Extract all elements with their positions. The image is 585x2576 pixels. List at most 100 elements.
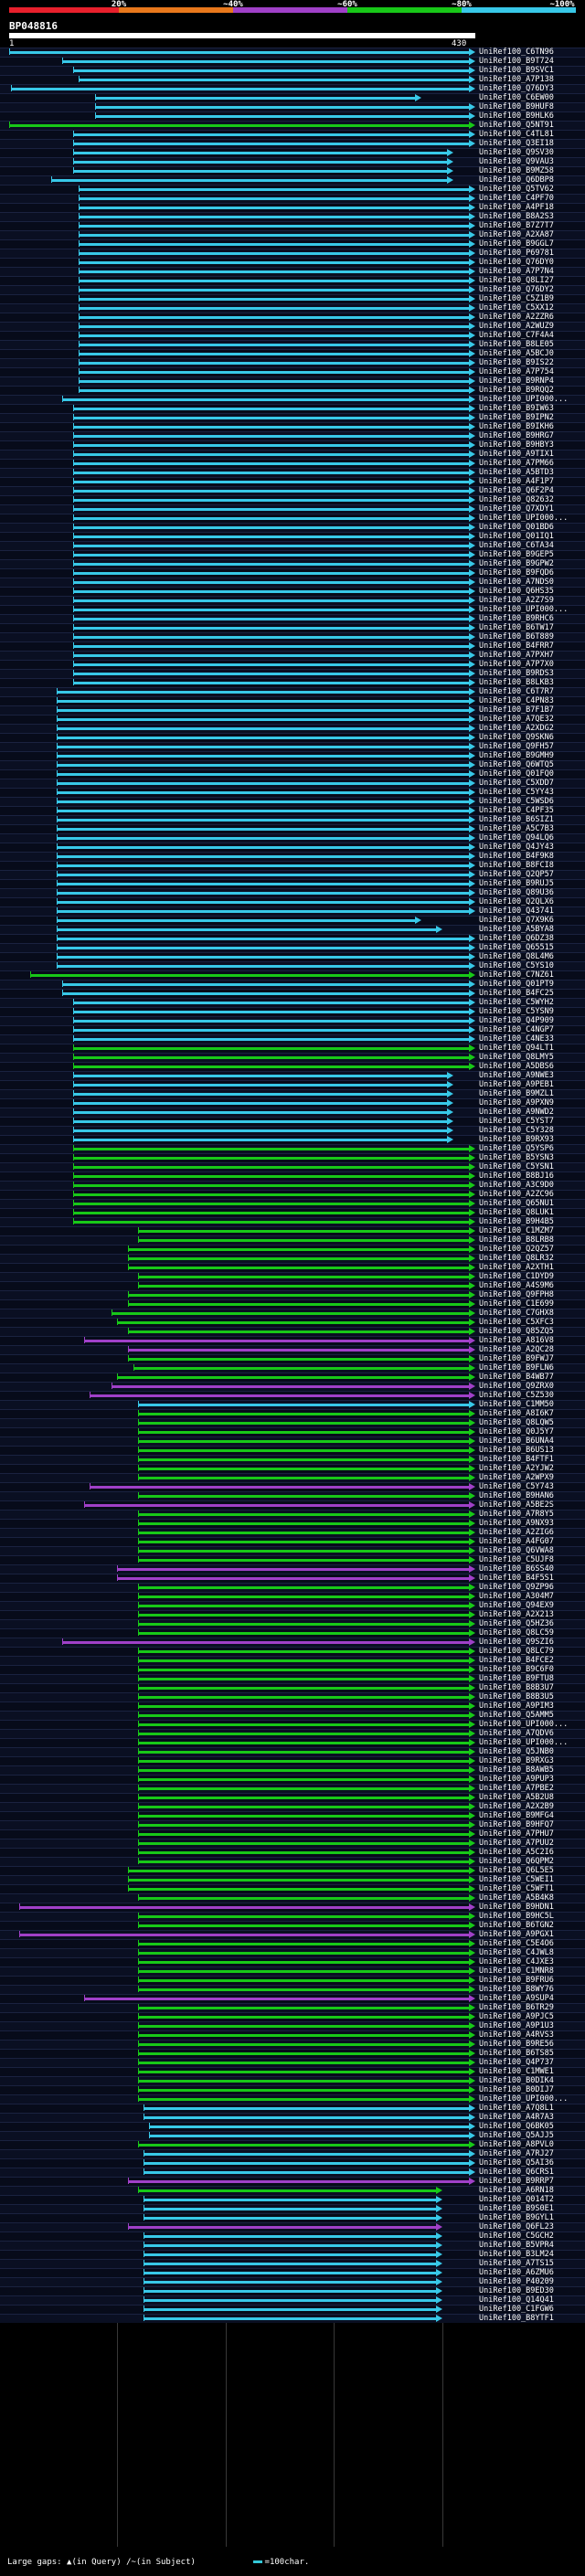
hit-label[interactable]: UniRef100_C1E699 xyxy=(479,1299,554,1309)
hit-label[interactable]: UniRef100_B9HRG7 xyxy=(479,431,554,440)
hit-bar[interactable] xyxy=(57,855,470,858)
hit-bar[interactable] xyxy=(138,2016,470,2019)
hit-label[interactable]: UniRef100_C5Y328 xyxy=(479,1126,554,1135)
hit-bar[interactable] xyxy=(57,819,470,822)
hit-label[interactable]: UniRef100_Q9FPH8 xyxy=(479,1290,554,1299)
hit-bar[interactable] xyxy=(73,453,470,456)
hit-label[interactable]: UniRef100_B6T889 xyxy=(479,632,554,641)
hit-label[interactable]: UniRef100_A2WPX9 xyxy=(479,1473,554,1482)
hit-bar[interactable] xyxy=(128,1879,470,1882)
hit-label[interactable]: UniRef100_A2X213 xyxy=(479,1610,554,1619)
hit-label[interactable]: UniRef100_C1MNR8 xyxy=(479,1966,554,1976)
hit-label[interactable]: UniRef100_C1MM50 xyxy=(479,1400,554,1409)
hit-bar[interactable] xyxy=(138,1733,470,1735)
hit-bar[interactable] xyxy=(138,1751,470,1754)
hit-label[interactable]: UniRef100_A7P7N4 xyxy=(479,267,554,276)
hit-bar[interactable] xyxy=(138,1495,470,1498)
hit-bar[interactable] xyxy=(73,1148,470,1150)
hit-bar[interactable] xyxy=(138,1586,470,1589)
hit-bar[interactable] xyxy=(128,1257,470,1260)
hit-label[interactable]: UniRef100_A9TIX1 xyxy=(479,450,554,459)
hit-label[interactable]: UniRef100_A9P1U3 xyxy=(479,2021,554,2030)
hit-label[interactable]: UniRef100_Q01BD6 xyxy=(479,523,554,532)
hit-label[interactable]: UniRef100_B4FC25 xyxy=(479,989,554,998)
hit-label[interactable]: UniRef100_B9FRU6 xyxy=(479,1976,554,1985)
hit-bar[interactable] xyxy=(79,289,470,292)
hit-label[interactable]: UniRef100_Q7X9K6 xyxy=(479,916,554,925)
hit-label[interactable]: UniRef100_A2YJW2 xyxy=(479,1464,554,1473)
hit-label[interactable]: UniRef100_A9PGX1 xyxy=(479,1930,554,1939)
hit-label[interactable]: UniRef100_Q4P909 xyxy=(479,1016,554,1025)
hit-bar[interactable] xyxy=(128,1267,470,1269)
hit-label[interactable]: UniRef100_A9PJC5 xyxy=(479,2012,554,2021)
hit-bar[interactable] xyxy=(57,928,437,931)
hit-bar[interactable] xyxy=(138,1961,470,1964)
hit-bar[interactable] xyxy=(138,1230,470,1233)
hit-bar[interactable] xyxy=(144,2107,470,2110)
hit-label[interactable]: UniRef100_P69781 xyxy=(479,249,554,258)
hit-label[interactable]: UniRef100_A6ZMU6 xyxy=(479,2268,554,2277)
hit-bar[interactable] xyxy=(73,1139,448,1141)
hit-label[interactable]: UniRef100_Q43741 xyxy=(479,906,554,916)
hit-label[interactable]: UniRef100_Q76DY2 xyxy=(479,285,554,294)
hit-bar[interactable] xyxy=(138,1860,470,1863)
hit-bar[interactable] xyxy=(73,1002,470,1004)
hit-bar[interactable] xyxy=(73,481,470,483)
hit-label[interactable]: UniRef100_Q5HZ36 xyxy=(479,1619,554,1628)
hit-bar[interactable] xyxy=(79,353,470,355)
hit-label[interactable]: UniRef100_A816V8 xyxy=(479,1336,554,1345)
hit-label[interactable]: UniRef100_C5YST7 xyxy=(479,1117,554,1126)
hit-bar[interactable] xyxy=(79,270,470,273)
hit-bar[interactable] xyxy=(73,499,470,502)
hit-bar[interactable] xyxy=(138,1285,470,1288)
hit-bar[interactable] xyxy=(144,2199,437,2201)
hit-label[interactable]: UniRef100_C6EW00 xyxy=(479,93,554,102)
hit-bar[interactable] xyxy=(73,435,470,438)
hit-label[interactable]: UniRef100_Q9VAU3 xyxy=(479,157,554,166)
hit-label[interactable]: UniRef100_A4F1P7 xyxy=(479,477,554,486)
hit-bar[interactable] xyxy=(73,599,470,602)
hit-label[interactable]: UniRef100_A9NWD2 xyxy=(479,1108,554,1117)
hit-bar[interactable] xyxy=(138,1696,470,1699)
hit-bar[interactable] xyxy=(138,1851,470,1854)
hit-label[interactable]: UniRef100_Q6CRS1 xyxy=(479,2168,554,2177)
hit-label[interactable]: UniRef100_Q85ZQ5 xyxy=(479,1327,554,1336)
hit-label[interactable]: UniRef100_C4PF70 xyxy=(479,194,554,203)
hit-label[interactable]: UniRef100_B9RNP4 xyxy=(479,376,554,386)
hit-label[interactable]: UniRef100_Q6F2P4 xyxy=(479,486,554,495)
hit-label[interactable]: UniRef100_Q5AMM5 xyxy=(479,1711,554,1720)
hit-label[interactable]: UniRef100_Q6DZ38 xyxy=(479,934,554,943)
hit-label[interactable]: UniRef100_Q5YSP6 xyxy=(479,1144,554,1153)
hit-bar[interactable] xyxy=(73,1193,470,1196)
hit-label[interactable]: UniRef100_C4PF35 xyxy=(479,806,554,815)
hit-bar[interactable] xyxy=(57,837,470,840)
hit-label[interactable]: UniRef100_A2XDG2 xyxy=(479,724,554,733)
hit-label[interactable]: UniRef100_A5BTD3 xyxy=(479,468,554,477)
hit-label[interactable]: UniRef100_A7PXH7 xyxy=(479,651,554,660)
hit-bar[interactable] xyxy=(128,1870,470,1872)
hit-bar[interactable] xyxy=(138,1815,470,1818)
hit-bar[interactable] xyxy=(57,919,415,922)
hit-bar[interactable] xyxy=(144,2162,470,2165)
hit-bar[interactable] xyxy=(79,389,470,392)
hit-bar[interactable] xyxy=(57,791,470,794)
hit-label[interactable]: UniRef100_Q5AI36 xyxy=(479,2158,554,2168)
hit-label[interactable]: UniRef100_B9RE56 xyxy=(479,2040,554,2049)
hit-bar[interactable] xyxy=(73,618,470,620)
hit-label[interactable]: UniRef100_Q8LMY5 xyxy=(479,1053,554,1062)
hit-bar[interactable] xyxy=(73,1157,470,1160)
hit-bar[interactable] xyxy=(19,1906,470,1909)
hit-label[interactable]: UniRef100_Q9ZP96 xyxy=(479,1583,554,1592)
hit-label[interactable]: UniRef100_A9PUP3 xyxy=(479,1775,554,1784)
hit-label[interactable]: UniRef100_Q01PT9 xyxy=(479,980,554,989)
hit-bar[interactable] xyxy=(128,1330,470,1333)
hit-bar[interactable] xyxy=(57,910,470,913)
hit-label[interactable]: UniRef100_B9HC5L xyxy=(479,1912,554,1921)
hit-bar[interactable] xyxy=(112,1385,470,1388)
hit-label[interactable]: UniRef100_B7F1B7 xyxy=(479,705,554,715)
hit-label[interactable]: UniRef100_A6RN18 xyxy=(479,2186,554,2195)
hit-bar[interactable] xyxy=(51,179,448,182)
hit-bar[interactable] xyxy=(138,1605,470,1607)
hit-bar[interactable] xyxy=(138,1669,470,1671)
hit-label[interactable]: UniRef100_B9MZL1 xyxy=(479,1089,554,1098)
